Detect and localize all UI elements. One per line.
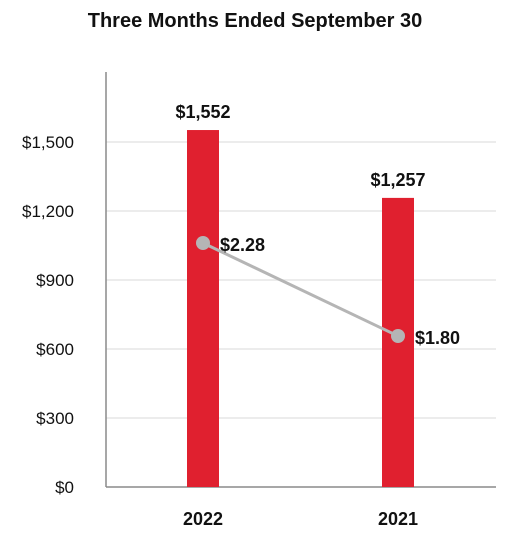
- chart-title: Three Months Ended September 30: [87, 10, 423, 32]
- line-value-label: $1.80: [415, 328, 460, 348]
- bar: [187, 130, 219, 488]
- line-point: [196, 236, 210, 250]
- line-value-label: $2.28: [220, 235, 265, 255]
- y-tick-label: $300: [36, 409, 74, 428]
- x-category-label: 2022: [183, 509, 223, 529]
- y-tick-label: $900: [36, 271, 74, 290]
- y-tick-label: $1,500: [22, 133, 74, 152]
- line-point: [391, 329, 405, 343]
- bar-value-label: $1,257: [370, 170, 425, 190]
- y-tick-label: $600: [36, 340, 74, 359]
- bar-value-label: $1,552: [175, 102, 230, 122]
- y-tick-label: $1,200: [22, 202, 74, 221]
- y-tick-label: $0: [55, 478, 74, 497]
- x-category-label: 2021: [378, 509, 418, 529]
- series-line: [202, 241, 399, 338]
